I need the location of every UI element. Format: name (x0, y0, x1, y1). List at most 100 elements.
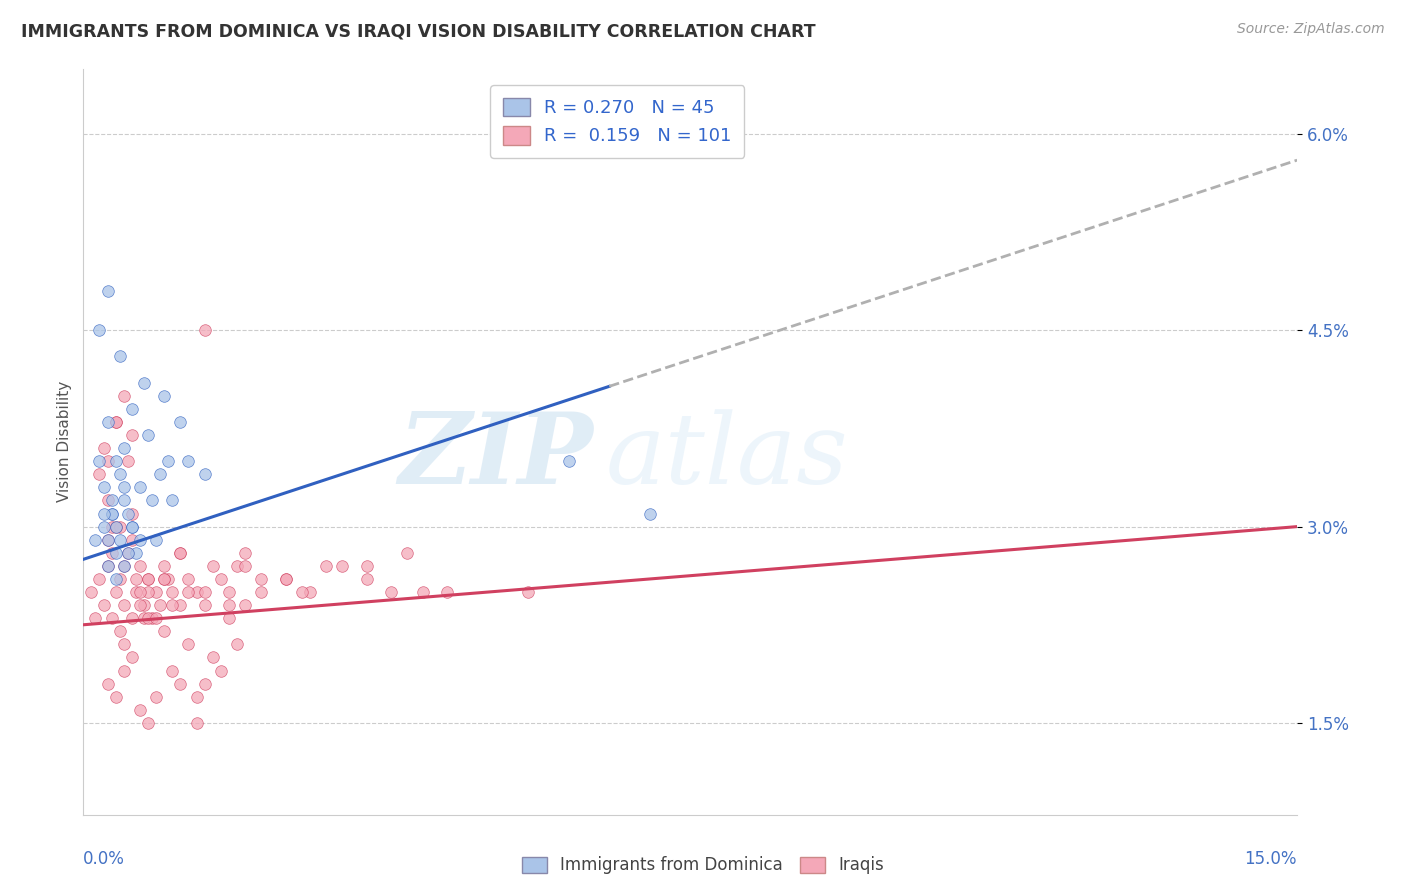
Point (132, 598, 155, 612)
Point (125, 585, 148, 599)
Point (177, 585, 200, 599)
Point (153, 572, 176, 586)
Point (132, 376, 155, 390)
Point (89, 323, 111, 337)
Point (315, 558, 337, 573)
Point (136, 715, 159, 730)
Legend: R = 0.270   N = 45, R =  0.159   N = 101: R = 0.270 N = 45, R = 0.159 N = 101 (491, 85, 744, 158)
Point (145, 611, 167, 625)
Point (112, 664, 135, 678)
Point (108, 533, 131, 547)
Point (380, 585, 402, 599)
Point (177, 454, 200, 468)
Point (356, 572, 378, 586)
Point (97, 533, 120, 547)
Point (177, 572, 200, 586)
Point (112, 441, 135, 455)
Point (177, 637, 200, 651)
Point (558, 454, 581, 468)
Point (84, 533, 107, 547)
Point (298, 585, 321, 599)
Point (112, 389, 135, 403)
Point (233, 598, 256, 612)
Point (145, 690, 167, 704)
Text: Source: ZipAtlas.com: Source: ZipAtlas.com (1237, 22, 1385, 37)
Point (121, 519, 143, 533)
Point (136, 611, 159, 625)
Point (153, 558, 176, 573)
Point (169, 598, 191, 612)
Point (121, 401, 143, 416)
Point (108, 624, 131, 639)
Point (129, 703, 152, 717)
Point (153, 572, 176, 586)
Point (104, 519, 127, 533)
Point (104, 546, 127, 560)
Point (97, 493, 120, 508)
Point (125, 572, 148, 586)
Point (121, 519, 143, 533)
Point (330, 558, 353, 573)
Point (121, 533, 143, 547)
Point (112, 493, 135, 508)
Point (412, 585, 434, 599)
Point (117, 546, 139, 560)
Point (201, 558, 224, 573)
Legend: Immigrants from Dominica, Iraqis: Immigrants from Dominica, Iraqis (516, 850, 890, 881)
Point (169, 676, 191, 690)
Point (112, 598, 135, 612)
Point (97, 558, 120, 573)
Point (108, 467, 131, 482)
Point (104, 585, 127, 599)
Point (129, 533, 152, 547)
Point (117, 454, 139, 468)
Point (97, 415, 120, 429)
Point (157, 454, 180, 468)
Point (93, 480, 115, 494)
Point (84, 611, 107, 625)
Point (80, 585, 103, 599)
Point (153, 624, 176, 639)
Point (186, 690, 208, 704)
Point (250, 585, 273, 599)
Point (125, 546, 148, 560)
Point (194, 467, 217, 482)
Point (121, 650, 143, 665)
Text: IMMIGRANTS FROM DOMINICA VS IRAQI VISION DISABILITY CORRELATION CHART: IMMIGRANTS FROM DOMINICA VS IRAQI VISION… (21, 22, 815, 40)
Point (226, 558, 249, 573)
Point (121, 611, 143, 625)
Point (112, 558, 135, 573)
Point (100, 546, 122, 560)
Y-axis label: Vision Disability: Vision Disability (58, 381, 72, 502)
Point (97, 533, 120, 547)
Point (104, 519, 127, 533)
Point (129, 598, 152, 612)
Point (100, 507, 122, 521)
Point (100, 519, 122, 533)
Point (121, 428, 143, 442)
Point (108, 519, 131, 533)
Point (209, 572, 232, 586)
Point (291, 585, 314, 599)
Point (186, 585, 208, 599)
Point (233, 558, 256, 573)
Text: atlas: atlas (605, 409, 848, 504)
Point (100, 493, 122, 508)
Point (145, 533, 167, 547)
Point (104, 415, 127, 429)
Point (97, 676, 120, 690)
Point (186, 715, 208, 730)
Point (121, 507, 143, 521)
Point (104, 415, 127, 429)
Point (93, 598, 115, 612)
Point (100, 507, 122, 521)
Point (97, 558, 120, 573)
Point (194, 598, 217, 612)
Point (274, 572, 297, 586)
Point (89, 454, 111, 468)
Point (117, 546, 139, 560)
Point (112, 558, 135, 573)
Point (112, 480, 135, 494)
Point (149, 467, 172, 482)
Point (136, 572, 159, 586)
